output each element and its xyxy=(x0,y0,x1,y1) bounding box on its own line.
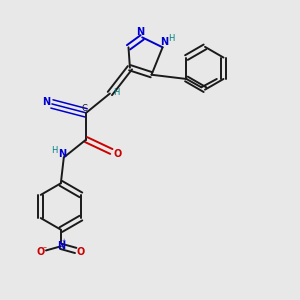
Text: H: H xyxy=(113,88,120,97)
Text: O: O xyxy=(37,247,45,257)
Text: H: H xyxy=(168,34,174,43)
Text: H: H xyxy=(51,146,58,155)
Text: $^{+}$: $^{+}$ xyxy=(61,239,67,245)
Text: O: O xyxy=(113,148,122,159)
Text: C: C xyxy=(81,104,87,113)
Text: N: N xyxy=(42,97,50,107)
Text: N: N xyxy=(58,149,66,159)
Text: N: N xyxy=(136,27,144,37)
Text: $^{-}$: $^{-}$ xyxy=(42,245,48,251)
Text: O: O xyxy=(77,247,85,257)
Text: N: N xyxy=(160,37,169,47)
Text: N: N xyxy=(57,241,65,251)
